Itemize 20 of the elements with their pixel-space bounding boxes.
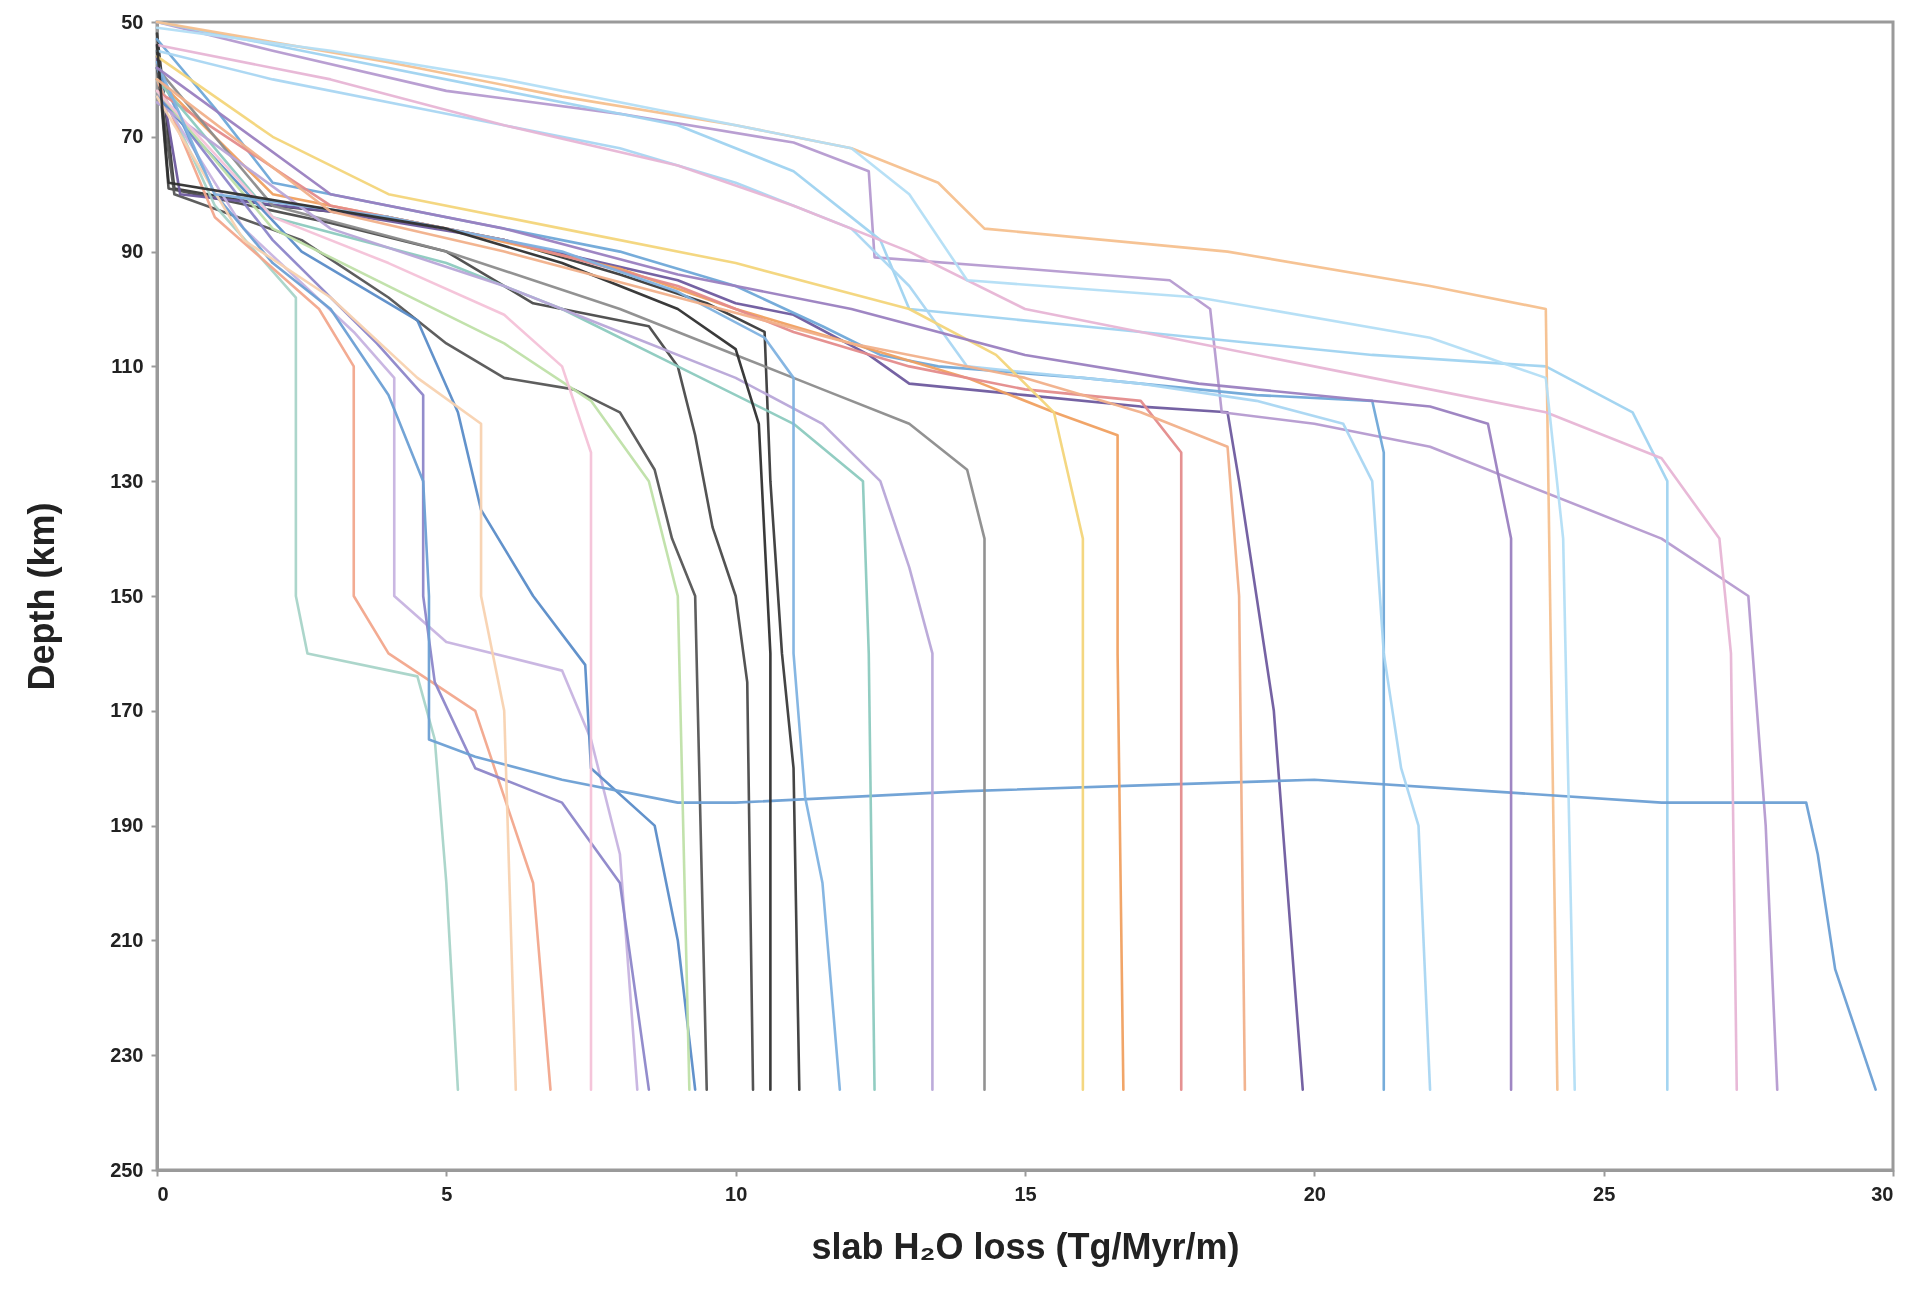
y-tick-label: 250 [110, 1158, 144, 1181]
y-tick-label: 150 [110, 584, 144, 607]
y-tick-label: 130 [110, 469, 144, 492]
x-axis-title: slab H₂O loss (Tg/Myr/m) [811, 1225, 1240, 1267]
y-tick-label: 90 [121, 240, 144, 263]
y-tick-label: 230 [110, 1043, 144, 1066]
y-tick-label: 50 [121, 10, 144, 33]
x-tick-label: 20 [1303, 1182, 1326, 1205]
y-tick-label: 70 [121, 125, 144, 148]
y-tick-label: 110 [111, 354, 144, 377]
y-tick-label: 190 [110, 814, 144, 837]
x-tick-label: 5 [441, 1182, 453, 1205]
y-tick-label: 170 [110, 699, 144, 722]
x-tick-label: 0 [157, 1182, 169, 1205]
x-tick-label: 30 [1871, 1182, 1894, 1205]
x-tick-label: 25 [1593, 1182, 1616, 1205]
x-tick-label: 10 [725, 1182, 748, 1205]
y-axis-title: Depth (km) [21, 502, 63, 691]
y-tick-label: 210 [110, 928, 144, 951]
x-tick-label: 15 [1014, 1182, 1037, 1205]
